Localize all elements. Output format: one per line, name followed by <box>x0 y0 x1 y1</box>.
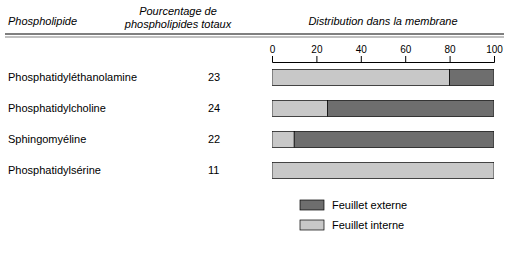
row-value: 23 <box>208 71 220 83</box>
row-label: Phosphatidyléthanolamine <box>8 71 137 83</box>
x-tick-label: 60 <box>400 44 412 55</box>
x-axis: 0 20 40 60 80 100 <box>270 44 504 63</box>
row-label: Phosphatidylcholine <box>8 102 106 114</box>
legend-label: Feuillet interne <box>332 219 404 231</box>
row-label: Phosphatidylsérine <box>8 164 101 176</box>
bar <box>294 131 494 147</box>
x-tick-mark <box>405 56 406 62</box>
legend-swatch <box>300 220 324 230</box>
chart-title: Distribution dans la membrane <box>308 15 457 27</box>
bar <box>272 69 450 85</box>
bars <box>272 69 494 178</box>
bar <box>272 162 494 178</box>
x-tick: 100 <box>486 44 503 62</box>
row-label: Sphingomyéline <box>8 133 86 145</box>
x-tick-label: 40 <box>356 44 368 55</box>
legend-item: Feuillet externe <box>300 199 407 211</box>
row-value: 22 <box>208 133 220 145</box>
legend-swatch <box>300 200 324 210</box>
x-tick: 40 <box>356 44 368 62</box>
row-value: 24 <box>208 102 220 114</box>
column-header-line: Pourcentage de <box>139 5 217 17</box>
chart: Phospholipide Pourcentage dephospholipide… <box>0 0 509 260</box>
bar <box>272 100 328 116</box>
x-tick-mark <box>272 56 273 62</box>
x-tick-mark <box>361 56 362 62</box>
x-tick-mark <box>494 56 495 62</box>
x-tick-label: 0 <box>270 44 276 55</box>
column-header: Phospholipide <box>8 15 77 27</box>
bar <box>494 162 495 178</box>
bar <box>328 100 495 116</box>
legend-item: Feuillet interne <box>300 219 404 231</box>
column-header-line: phospholipides totaux <box>124 18 232 30</box>
column-header: Pourcentage dephospholipides totaux <box>124 5 232 30</box>
header-rule <box>5 33 504 34</box>
bar <box>450 69 494 85</box>
legend-label: Feuillet externe <box>332 199 407 211</box>
x-tick-label: 100 <box>486 44 503 55</box>
x-tick: 0 <box>270 44 276 62</box>
header-rule <box>5 37 504 38</box>
x-tick-label: 80 <box>445 44 457 55</box>
bar <box>272 131 294 147</box>
x-tick-label: 20 <box>311 44 323 55</box>
x-tick: 60 <box>400 44 412 62</box>
row-value: 11 <box>208 164 219 176</box>
x-axis-line <box>273 56 495 63</box>
x-tick: 20 <box>311 44 323 62</box>
x-tick: 80 <box>445 44 457 62</box>
legend: Feuillet externe Feuillet interne <box>300 199 407 231</box>
x-tick-mark <box>450 56 451 62</box>
x-tick-mark <box>316 56 317 62</box>
